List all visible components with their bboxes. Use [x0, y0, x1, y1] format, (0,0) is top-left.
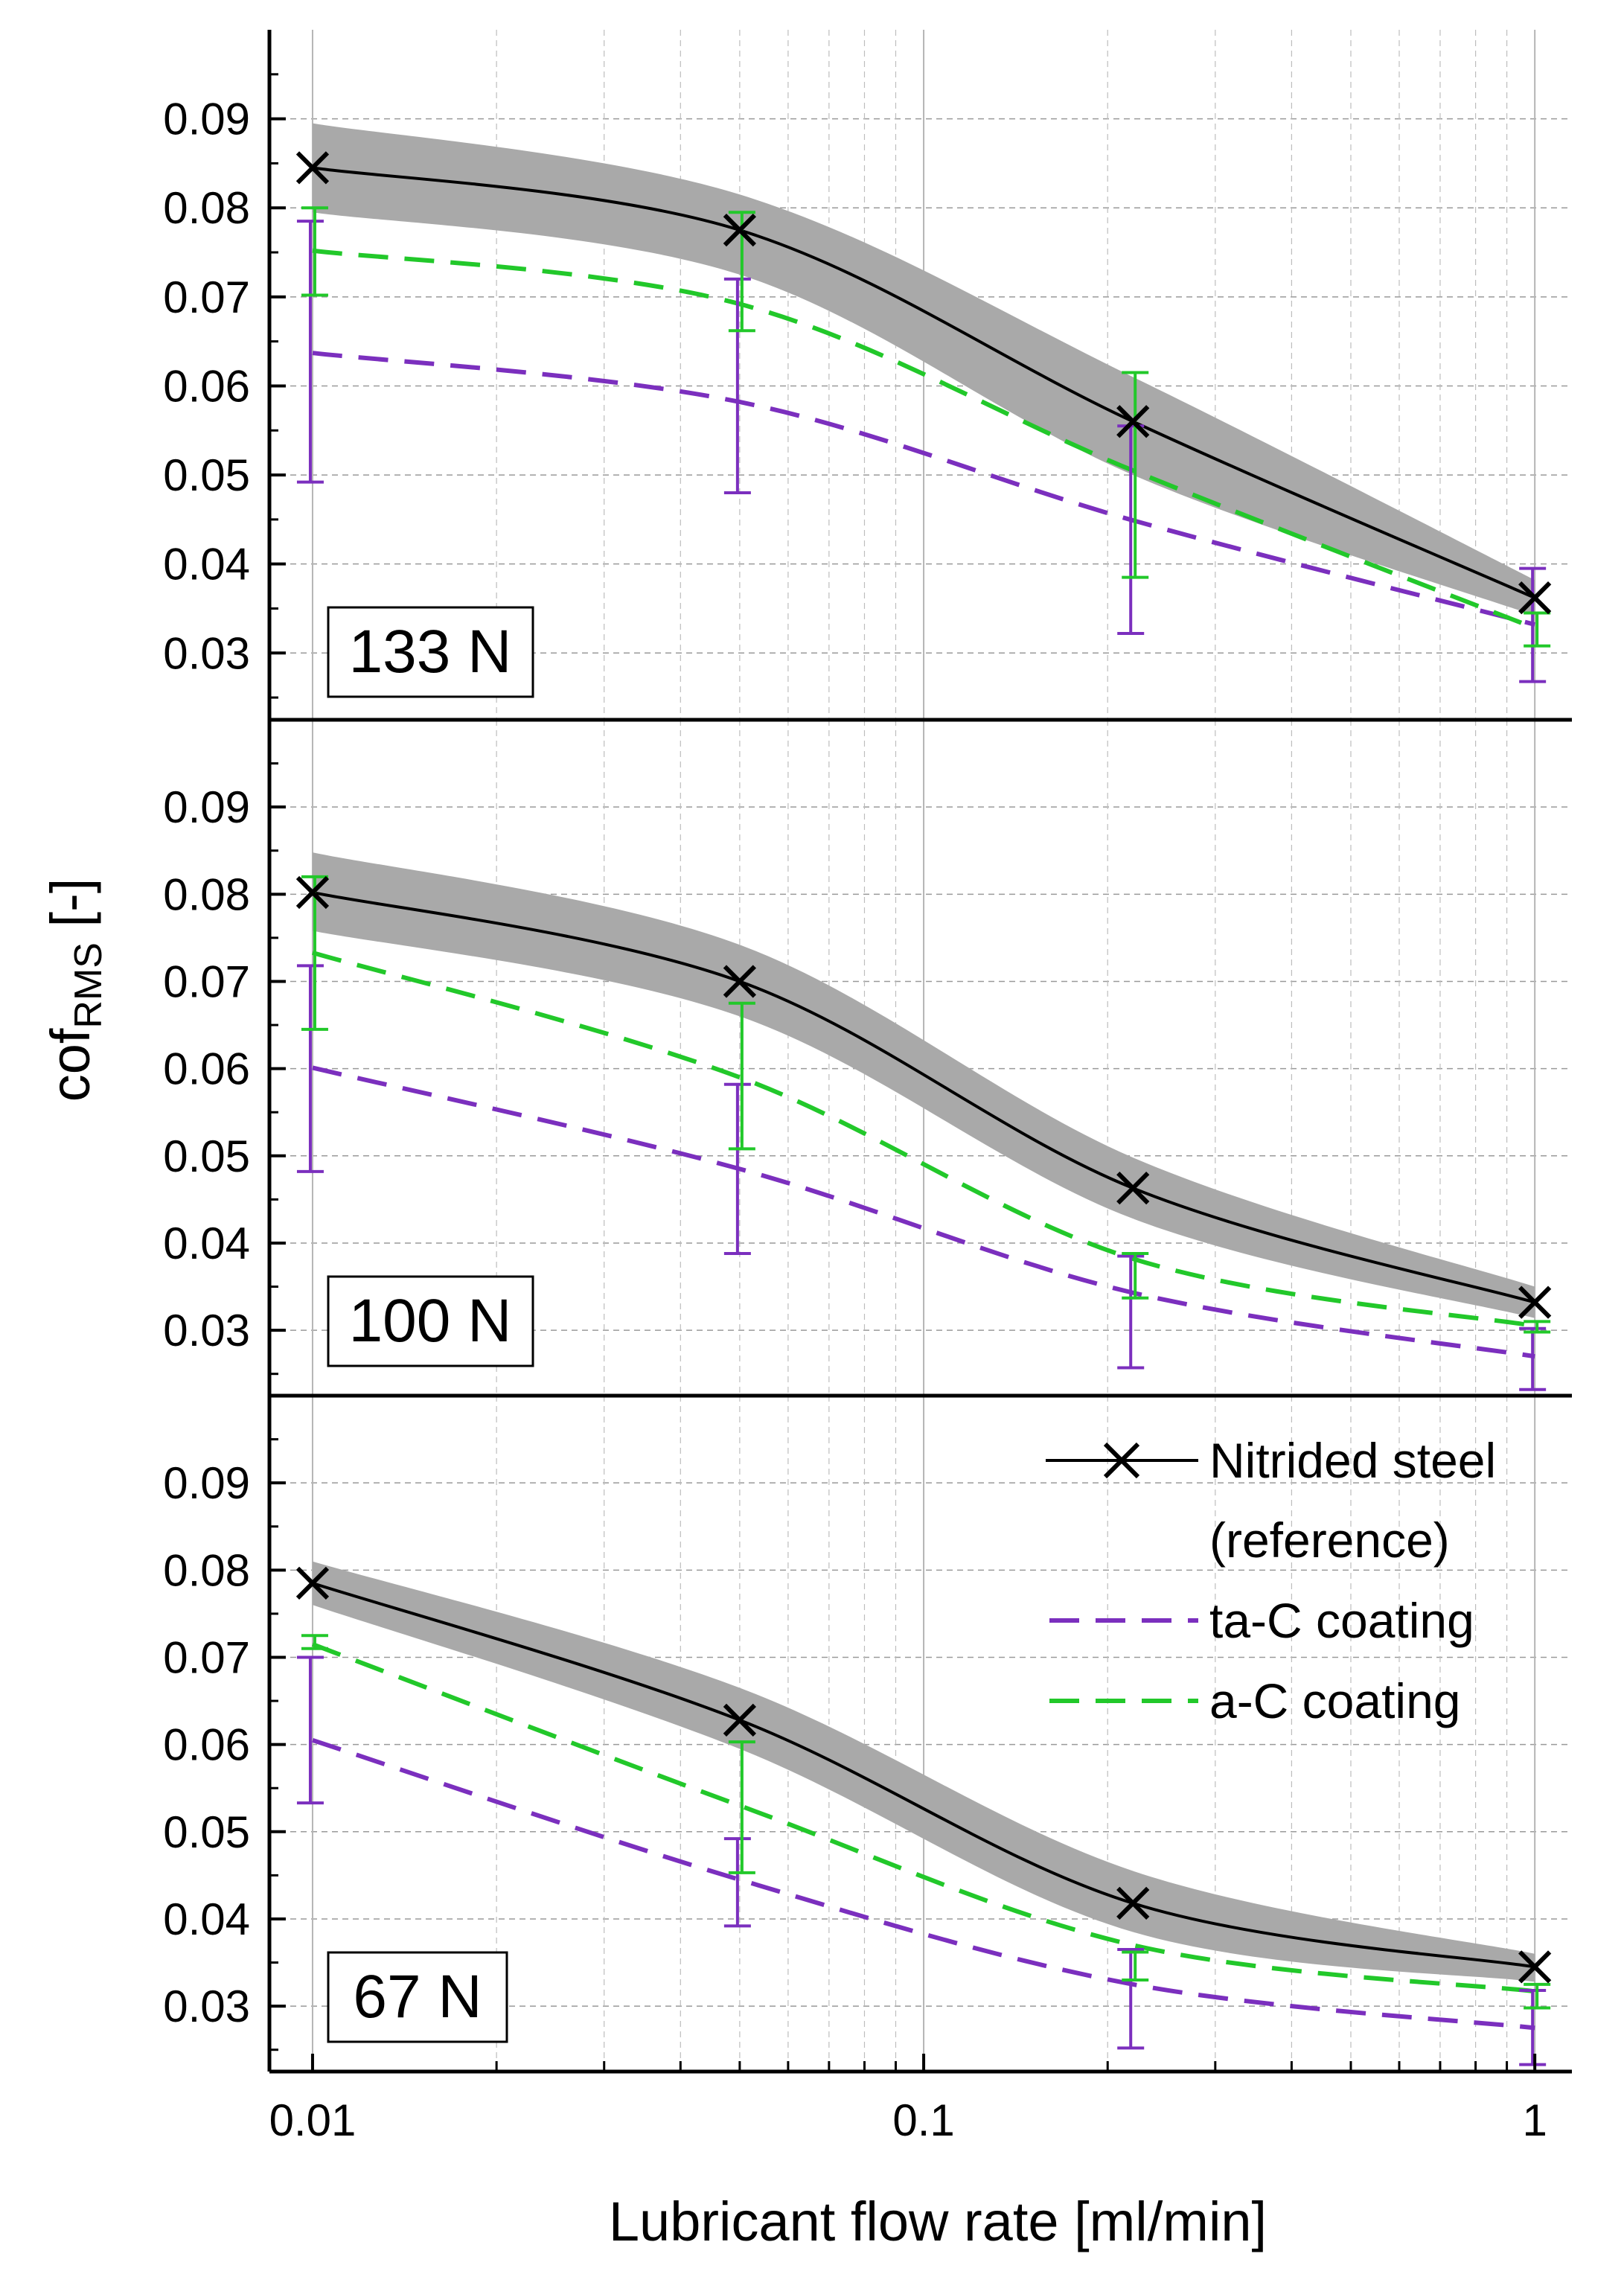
errorbar-tac-p2-0 — [296, 964, 324, 1173]
errorbar-ac-p3-1 — [728, 1740, 755, 1874]
y-tick-label-p2-2: 0.05 — [163, 1131, 250, 1181]
errorbar-tac-p3-2 — [1117, 1947, 1145, 2050]
marker-nitrided-p1-1 — [723, 214, 757, 247]
y-tick-label-p1-2: 0.05 — [163, 450, 250, 500]
line-ac-p3 — [311, 1642, 1535, 1994]
y-tick-label-p3-2: 0.05 — [163, 1807, 250, 1857]
errorbar-ac-p2-2 — [1122, 1252, 1149, 1300]
marker-nitrided-p3-1 — [723, 1703, 757, 1737]
band-nitrided-p2 — [312, 852, 1535, 1318]
x-axis-title: Lubricant flow rate [ml/min] — [609, 2191, 1267, 2252]
errorbar-tac-p3-1 — [723, 1837, 751, 1928]
y-tick-label-p1-3: 0.06 — [163, 361, 250, 411]
panel-label-box-2: 100 N — [327, 1275, 534, 1367]
y-tick-label-p3-1: 0.04 — [163, 1894, 250, 1944]
y-tick-label-p3-3: 0.06 — [163, 1720, 250, 1770]
errorbar-tac-p2-3 — [1519, 1326, 1547, 1391]
marker-nitrided-p2-3 — [1518, 1286, 1552, 1319]
legend-label-nitrided-2: (reference) — [1209, 1513, 1450, 1568]
x-tick-label-0: 0.01 — [269, 2095, 357, 2145]
line-nitrided-p3 — [312, 1581, 1535, 1969]
x-tick-label-2: 1 — [1522, 2095, 1547, 2145]
marker-nitrided-p3-2 — [1116, 1886, 1150, 1920]
y-tick-label-p1-0: 0.03 — [163, 628, 250, 678]
marker-nitrided-p2-0 — [295, 875, 330, 910]
legend-label-nitrided: Nitrided steel — [1209, 1433, 1496, 1488]
line-nitrided-p2 — [312, 891, 1535, 1304]
errorbar-tac-p3-0 — [296, 1655, 324, 1805]
legend-label-tac: ta-C coating — [1209, 1593, 1474, 1648]
label-layer: 0.03 0.04 0.05 0.06 0.07 0.08 0.09 0.03 0.04 0.05… — [163, 95, 1547, 2145]
errorbar-ac-p3-0 — [301, 1634, 328, 1650]
line-tac-p1 — [312, 351, 1535, 627]
panel-label-box-3: 67 N — [327, 1951, 508, 2043]
marker-nitrided-p3-3 — [1518, 1950, 1552, 1984]
band-nitrided-p3 — [312, 1561, 1535, 1982]
y-tick-label-p2-1: 0.04 — [163, 1219, 250, 1268]
marker-nitrided-p1-0 — [295, 151, 330, 185]
line-layer — [311, 166, 1536, 2031]
y-tick-label-p3-6: 0.09 — [163, 1458, 250, 1508]
line-tac-p2 — [312, 1065, 1535, 1359]
panel-label-3: 67 N — [353, 1963, 482, 2031]
legend: Nitrided steel (reference) ta-C coating … — [1046, 1433, 1496, 1728]
y-tick-label-p1-4: 0.07 — [163, 272, 250, 322]
errorbar-ac-p3-2 — [1122, 1950, 1149, 1981]
errorbar-tac-p1-1 — [723, 277, 751, 494]
y-tick-label-p3-0: 0.03 — [163, 1981, 250, 2031]
line-tac-p3 — [312, 1737, 1535, 2031]
legend-item-tac: ta-C coating — [1049, 1593, 1474, 1648]
y-tick-label-p3-5: 0.08 — [163, 1545, 250, 1595]
marker-nitrided-p2-1 — [723, 965, 757, 998]
errorbar-tac-p2-2 — [1117, 1254, 1145, 1370]
band-layer — [312, 123, 1535, 1982]
errorbar-ac-p1-0 — [301, 206, 328, 297]
marker-nitrided-p1-2 — [1116, 405, 1150, 438]
marker-nitrided-p2-2 — [1116, 1172, 1150, 1205]
line-ac-p1 — [312, 248, 1536, 630]
y-tick-label-p2-3: 0.06 — [163, 1044, 250, 1094]
errorbar-ac-p2-1 — [728, 1001, 755, 1151]
y-tick-label-p2-4: 0.07 — [163, 957, 250, 1006]
y-tick-label-p2-5: 0.08 — [163, 869, 250, 919]
errorbar-layer — [296, 206, 1551, 2066]
line-nitrided-p1 — [312, 166, 1535, 599]
legend-label-ac: a-C coating — [1209, 1673, 1461, 1728]
y-tick-label-p2-0: 0.03 — [163, 1306, 250, 1355]
legend-item-ac: a-C coating — [1049, 1673, 1461, 1728]
axes-layer — [267, 30, 1572, 2074]
legend-marker-nitrided — [1103, 1442, 1140, 1479]
errorbar-ac-p1-2 — [1122, 371, 1149, 579]
line-ac-p2 — [312, 950, 1535, 1329]
errorbar-ac-p2-0 — [301, 875, 328, 1031]
errorbar-tac-p3-3 — [1519, 1989, 1547, 2066]
marker-nitrided-p3-0 — [295, 1566, 330, 1600]
y-tick-label-p3-4: 0.07 — [163, 1632, 250, 1682]
panel-label-box-1: 133 N — [327, 606, 534, 698]
legend-item-nitrided: Nitrided steel (reference) — [1046, 1433, 1496, 1568]
y-axis-title-main: cof — [39, 1028, 101, 1102]
marker-layer — [295, 151, 1552, 1984]
panel-label-1: 133 N — [349, 618, 512, 686]
y-tick-label-p1-6: 0.09 — [163, 95, 250, 144]
y-axis-title-sub: RMS — [67, 942, 110, 1029]
x-tick-label-1: 0.1 — [892, 2095, 954, 2145]
marker-nitrided-p1-3 — [1518, 581, 1552, 615]
y-axis-title-unit: [-] — [39, 878, 101, 942]
y-tick-label-p2-6: 0.09 — [163, 782, 250, 832]
y-tick-label-p1-5: 0.08 — [163, 183, 250, 233]
panel-label-2: 100 N — [349, 1287, 512, 1355]
errorbar-tac-p2-1 — [723, 1082, 751, 1256]
errorbar-ac-p3-3 — [1524, 1982, 1551, 2010]
errorbar-ac-p1-3 — [1524, 611, 1551, 648]
errorbar-tac-p1-3 — [1519, 566, 1547, 683]
errorbar-ac-p2-3 — [1524, 1320, 1551, 1334]
y-tick-label-p1-1: 0.04 — [163, 540, 250, 590]
errorbar-tac-p1-0 — [296, 220, 324, 484]
band-nitrided-p1 — [312, 123, 1535, 616]
y-axis-title: cofRMS [-] — [39, 878, 110, 1102]
